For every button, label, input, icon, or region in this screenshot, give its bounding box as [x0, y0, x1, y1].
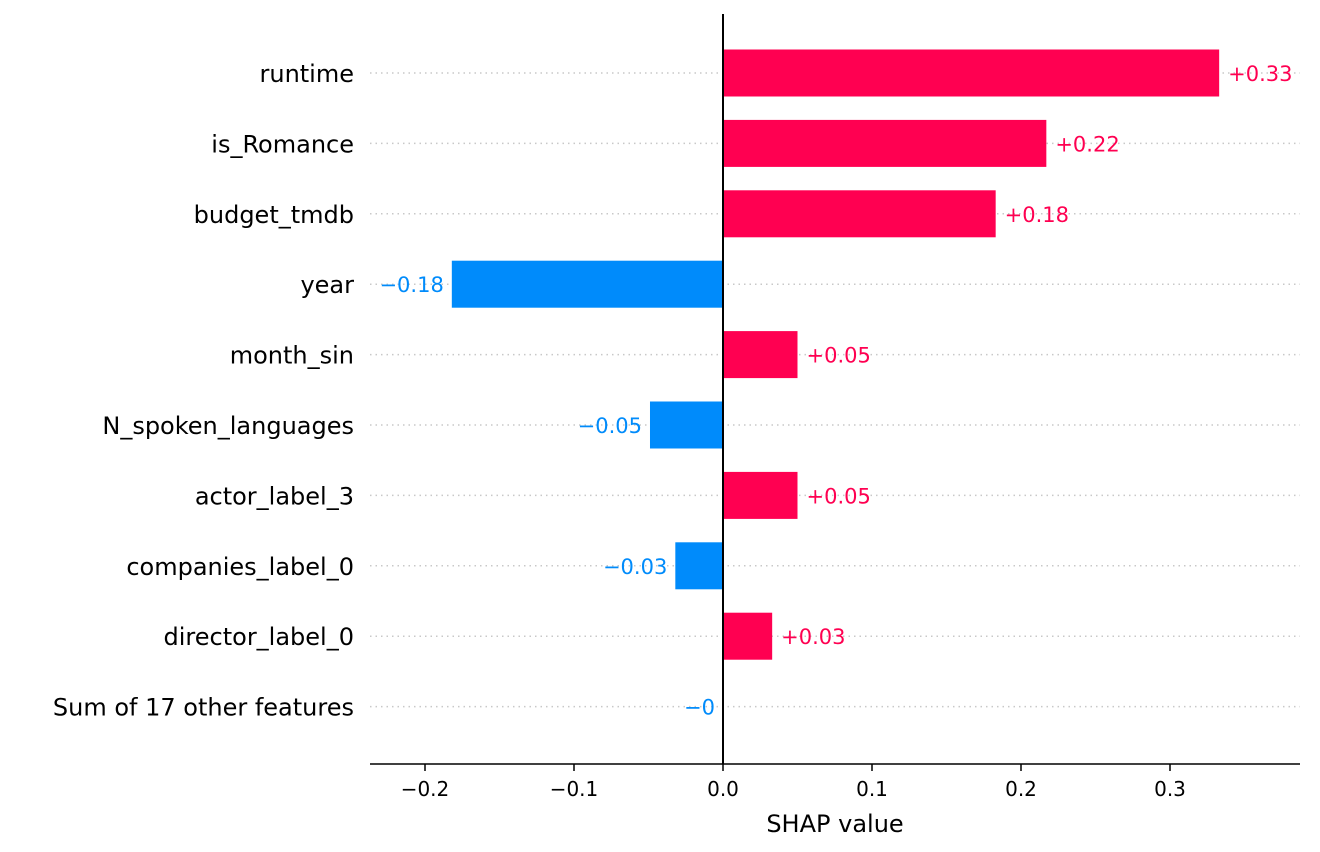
bar: [723, 49, 1220, 97]
x-tick-label: −0.1: [550, 777, 599, 801]
guide-lines: [370, 72, 1300, 708]
feature-label: actor_label_3: [195, 482, 354, 510]
x-tick-label: −0.2: [401, 777, 450, 801]
bar: [723, 471, 798, 519]
x-axis-title: SHAP value: [766, 810, 903, 838]
value-label: +0.05: [807, 344, 871, 368]
x-tick-label: 0.0: [707, 777, 739, 801]
value-label: +0.18: [1005, 203, 1069, 227]
x-axis-ticks: −0.2 −0.1 0.0 0.1 0.2 0.3: [401, 764, 1186, 801]
feature-label: year: [300, 271, 354, 299]
feature-label: companies_label_0: [126, 553, 354, 581]
feature-label: budget_tmdb: [194, 201, 354, 229]
value-label: +0.22: [1055, 132, 1119, 156]
bar: [723, 190, 996, 238]
x-tick-label: 0.2: [1005, 777, 1037, 801]
value-label: +0.05: [807, 484, 871, 508]
bar: [723, 119, 1047, 167]
bar: [723, 331, 798, 379]
value-label: +0.33: [1228, 62, 1292, 86]
feature-label: N_spoken_languages: [102, 412, 354, 440]
feature-label: month_sin: [230, 342, 354, 370]
bar: [723, 612, 773, 660]
x-tick-label: 0.3: [1154, 777, 1186, 801]
value-label: −0.03: [603, 555, 667, 579]
bar: [649, 401, 723, 449]
bar: [675, 542, 723, 590]
feature-label: Sum of 17 other features: [53, 694, 354, 722]
value-label: −0.18: [379, 273, 443, 297]
bars: [451, 49, 1220, 660]
feature-label: is_Romance: [211, 130, 354, 158]
feature-label: runtime: [259, 60, 354, 88]
bar: [451, 260, 723, 308]
value-label: −0: [684, 696, 715, 720]
value-labels: +0.33 +0.22 +0.18 −0.18 +0.05 −0.05 +0.05 −0.03…: [379, 62, 1292, 720]
value-label: −0.05: [578, 414, 642, 438]
value-label: +0.03: [781, 625, 845, 649]
feature-label: director_label_0: [164, 623, 354, 651]
x-tick-label: 0.1: [856, 777, 888, 801]
